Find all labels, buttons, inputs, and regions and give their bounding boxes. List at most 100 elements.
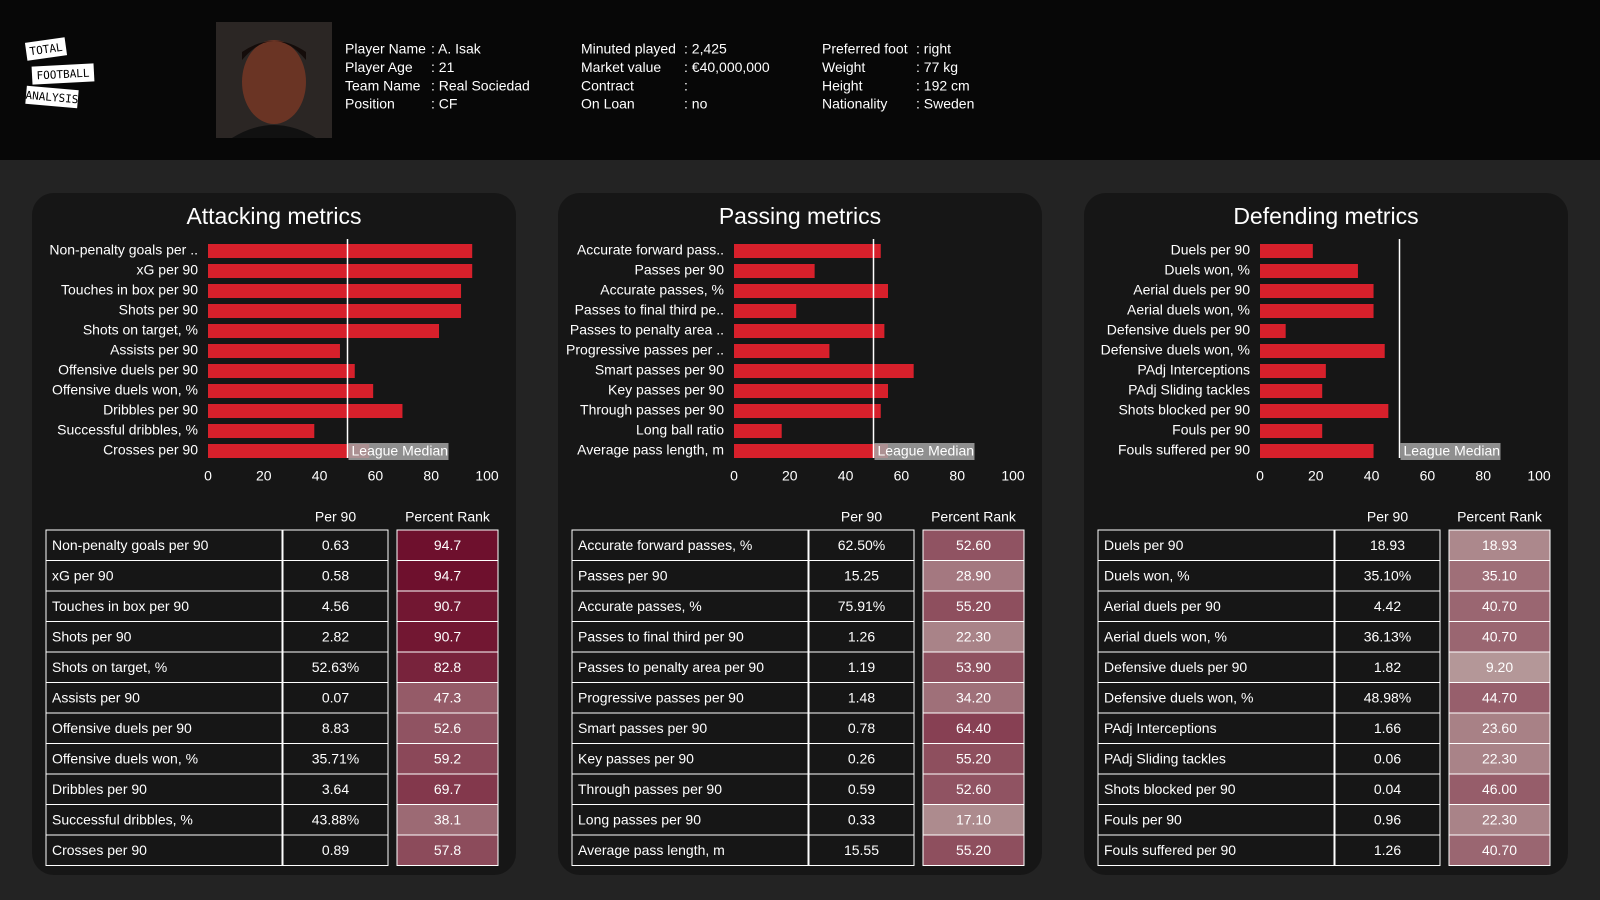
category-label: Touches in box per 90	[61, 282, 198, 298]
rank-cell	[396, 560, 499, 592]
info-value: : 192 cm	[916, 77, 970, 93]
per90-value: 0.58	[322, 567, 349, 583]
info-value: : Sweden	[916, 96, 974, 112]
rank-value: 40.70	[1482, 628, 1517, 644]
rank-value: 22.30	[956, 628, 991, 644]
rank-value: 40.70	[1482, 842, 1517, 858]
rank-cell	[396, 651, 499, 683]
bar	[734, 244, 881, 258]
row-name: Long passes per 90	[578, 811, 701, 827]
row-name: Assists per 90	[52, 689, 140, 705]
info-value: : 21	[431, 59, 455, 75]
category-label: Key passes per 90	[608, 382, 724, 398]
row-name: Dribbles per 90	[52, 781, 147, 797]
rank-cell	[396, 682, 499, 714]
category-label: xG per 90	[137, 262, 199, 278]
row-name: Passes to penalty area per 90	[578, 659, 764, 675]
x-tick-label: 100	[475, 468, 499, 484]
category-label: Long ball ratio	[636, 422, 724, 438]
column-header: Per 90	[315, 509, 356, 525]
bar	[1260, 344, 1385, 358]
rank-value: 52.6	[434, 720, 461, 736]
category-label: Offensive duels per 90	[58, 362, 198, 378]
row-name: Touches in box per 90	[52, 598, 189, 614]
row-name: Defensive duels per 90	[1104, 659, 1247, 675]
table-cell	[1334, 834, 1441, 866]
rank-value: 44.70	[1482, 689, 1517, 705]
median-label: League Median	[352, 443, 449, 459]
rank-value: 90.7	[434, 628, 461, 644]
x-tick-label: 20	[1308, 468, 1324, 484]
rank-cell	[922, 773, 1025, 805]
category-label: Accurate forward pass..	[577, 242, 724, 258]
rank-value: 94.7	[434, 567, 461, 583]
info-value: : A. Isak	[431, 41, 482, 57]
bar	[734, 404, 881, 418]
rank-cell	[922, 712, 1025, 744]
rank-value: 18.93	[1482, 537, 1517, 553]
bar	[1260, 404, 1389, 418]
x-tick-label: 100	[1527, 468, 1551, 484]
x-tick-label: 60	[1420, 468, 1436, 484]
info-label: Position	[345, 96, 395, 112]
x-tick-label: 0	[204, 468, 212, 484]
bar	[208, 424, 315, 438]
info-value: :	[684, 77, 688, 93]
rank-value: 34.20	[956, 689, 991, 705]
per90-value: 15.55	[844, 842, 879, 858]
per90-value: 52.63%	[312, 659, 359, 675]
row-name: Progressive passes per 90	[578, 689, 744, 705]
median-label-box	[348, 443, 449, 460]
rank-cell	[922, 621, 1025, 653]
info-label: Player Name	[345, 41, 426, 57]
bar	[1260, 324, 1286, 338]
rank-value: 53.90	[956, 659, 991, 675]
rank-value: 28.90	[956, 567, 991, 583]
row-name: Aerial duels per 90	[1104, 598, 1221, 614]
row-name: Fouls suffered per 90	[1104, 842, 1236, 858]
panels: Attacking metrics Non-penalty goals per .…	[32, 193, 1568, 875]
x-tick-label: 20	[782, 468, 798, 484]
bar	[1260, 364, 1326, 378]
info-label: Nationality	[822, 96, 887, 112]
info-label: Team Name	[345, 77, 421, 93]
category-label: Passes per 90	[635, 262, 725, 278]
per90-value: 0.04	[1374, 781, 1401, 797]
category-label: Progressive passes per ..	[566, 342, 724, 358]
bar	[734, 304, 797, 318]
per90-value: 0.07	[322, 689, 349, 705]
bar	[1260, 284, 1374, 298]
category-label: Duels won, %	[1164, 262, 1250, 278]
row-name: Duels won, %	[1104, 567, 1190, 583]
rank-cell	[922, 834, 1025, 866]
category-label: Shots blocked per 90	[1118, 402, 1250, 418]
row-name: Defensive duels won, %	[1104, 689, 1253, 705]
row-name: Shots per 90	[52, 628, 132, 644]
table-cell	[282, 834, 389, 866]
x-tick-label: 40	[838, 468, 854, 484]
bar	[734, 364, 914, 378]
row-name: Shots blocked per 90	[1104, 781, 1236, 797]
bar	[734, 384, 889, 398]
column-header: Percent Rank	[931, 509, 1017, 525]
rank-cell	[922, 743, 1025, 775]
bar	[1260, 264, 1358, 278]
row-name: PAdj Sliding tackles	[1104, 750, 1226, 766]
category-label: Fouls per 90	[1172, 422, 1250, 438]
logo-box	[25, 85, 79, 109]
rank-value: 22.30	[1482, 811, 1517, 827]
median-label: League Median	[878, 443, 975, 459]
x-tick-label: 20	[256, 468, 272, 484]
category-label: Aerial duels won, %	[1127, 302, 1250, 318]
rank-cell	[396, 773, 499, 805]
rank-value: 59.2	[434, 750, 461, 766]
per90-value: 35.10%	[1364, 567, 1411, 583]
row-name: Successful dribbles, %	[52, 811, 193, 827]
logo-word: FOOTBALL	[31, 63, 95, 85]
bar	[208, 264, 473, 278]
bar	[734, 264, 815, 278]
category-label: Smart passes per 90	[595, 362, 724, 378]
info-label: Contract	[581, 77, 634, 93]
bar	[1260, 304, 1374, 318]
column-header: Percent Rank	[1457, 509, 1543, 525]
